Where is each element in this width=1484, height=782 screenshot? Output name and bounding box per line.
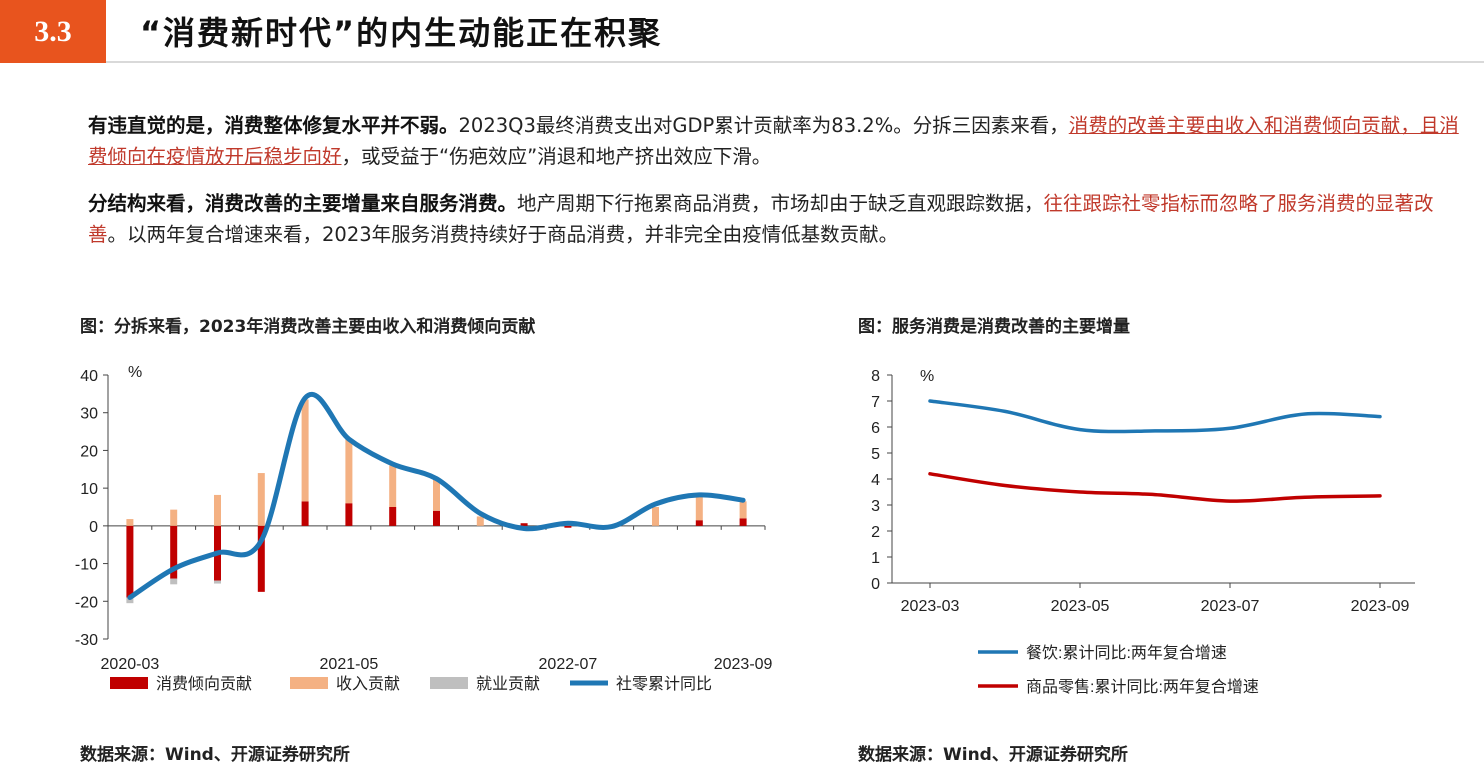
paragraph-2: 分结构来看，消费改善的主要增量来自服务消费。地产周期下行拖累商品消费，市场却由于… <box>88 188 1460 250</box>
bar-收入贡献 <box>345 439 353 504</box>
paragraph-2-lead: 分结构来看，消费改善的主要增量来自服务消费。 <box>88 192 518 215</box>
bar-消费倾向贡献 <box>345 503 353 526</box>
bar-收入贡献 <box>126 519 134 526</box>
bar-消费倾向贡献 <box>126 525 134 598</box>
x-tick-label: 2023-09 <box>1351 598 1410 615</box>
legend-label: 收入贡献 <box>336 675 400 693</box>
y-tick-label: 2 <box>871 524 880 541</box>
bar-收入贡献 <box>695 495 703 521</box>
bar-收入贡献 <box>214 494 221 526</box>
chart-income-propensity: 40 30 20 10 0 -10 -20 -30% 2020-03 2021-05 2022-07… <box>75 364 773 693</box>
bar-消费倾向贡献 <box>301 501 309 526</box>
x-tick-label: 2020-03 <box>101 656 160 673</box>
legend-label: 餐饮:累计同比:两年复合增速 <box>1026 644 1227 662</box>
y-tick-label: 0 <box>89 519 98 536</box>
y-tick-label: 7 <box>871 394 880 411</box>
paragraph-2-text-end: 。以两年复合增速来看，2023年服务消费持续好于商品消费，并非完全由疫情低基数贡… <box>107 223 899 246</box>
x-tick-label: 2023-03 <box>901 598 960 615</box>
bar-就业贡献 <box>170 578 178 585</box>
bar-消费倾向贡献 <box>389 507 397 526</box>
x-tick-label: 2023-09 <box>714 656 773 673</box>
paragraph-1: 有违直觉的是，消费整体修复水平并不弱。2023Q3最终消费支出对GDP累计贡献率… <box>88 110 1460 172</box>
y-tick-label: 40 <box>80 368 98 385</box>
x-tick-label: 2021-05 <box>320 656 379 673</box>
bar-消费倾向贡献 <box>257 525 265 592</box>
page-title: “消费新时代”的内生动能正在积聚 <box>140 14 663 52</box>
bar-收入贡献 <box>389 465 397 507</box>
x-tick-label: 2023-07 <box>1201 598 1260 615</box>
legend-label: 社零累计同比 <box>616 675 712 693</box>
figure-2-source: 数据来源：Wind、开源证券研究所 <box>858 745 1128 765</box>
y-tick-label: 6 <box>871 420 880 437</box>
line-商品零售:累计同比:两年复合增速 <box>928 472 1382 503</box>
y-tick-label: 10 <box>80 481 98 498</box>
figure-2-title: 图：服务消费是消费改善的主要增量 <box>858 317 1130 337</box>
bar-消费倾向贡献 <box>695 520 703 526</box>
header-divider <box>106 61 1484 63</box>
line-社零累计同比 <box>127 392 746 601</box>
y-tick-label: 3 <box>871 498 880 515</box>
paragraph-1-lead: 有违直觉的是，消费整体修复水平并不弱。 <box>88 114 459 137</box>
y-tick-label: -30 <box>75 632 98 649</box>
figure-1-title: 图：分拆来看，2023年消费改善主要由收入和消费倾向贡献 <box>80 317 536 337</box>
legend-swatch <box>110 677 148 689</box>
paragraph-2-highlight: 往往跟踪社零指标而忽略了服务消费的显著改善 <box>88 192 1434 246</box>
bar-就业贡献 <box>126 597 134 604</box>
y-unit-label: % <box>128 364 142 381</box>
y-tick-label: -20 <box>75 594 98 611</box>
legend-label: 就业贡献 <box>476 675 540 693</box>
x-tick-label: 2023-05 <box>1051 598 1110 615</box>
paragraph-2-text: 地产周期下行拖累商品消费，市场却由于缺乏直观跟踪数据， <box>517 192 1044 215</box>
bar-收入贡献 <box>739 501 747 519</box>
y-tick-label: 1 <box>871 550 880 567</box>
bar-消费倾向贡献 <box>564 525 572 528</box>
bar-收入贡献 <box>257 473 265 526</box>
y-tick-label: 30 <box>80 406 98 423</box>
paragraph-1-highlight: 消费的改善主要由收入和消费倾向贡献，且消费倾向在疫情放开后稳步向好 <box>88 114 1459 168</box>
chart-service-vs-goods: 8 7 6 5 4 3 2 1 0% 2023-03 2023-05 2023-07 2023-09 餐饮… <box>871 368 1415 696</box>
bar-收入贡献 <box>433 478 440 511</box>
line-餐饮:累计同比:两年复合增速 <box>928 399 1382 434</box>
bar-消费倾向贡献 <box>739 518 747 526</box>
y-tick-label: 20 <box>80 443 98 460</box>
y-tick-label: 0 <box>871 576 880 593</box>
paragraph-1-text: 2023Q3最终消费支出对GDP累计贡献率为83.2%。分拆三因素来看， <box>458 114 1069 137</box>
bar-就业贡献 <box>214 580 221 584</box>
bar-收入贡献 <box>652 507 659 526</box>
bar-消费倾向贡献 <box>170 525 178 579</box>
y-tick-label: 5 <box>871 446 880 463</box>
legend-label: 消费倾向贡献 <box>156 675 252 693</box>
bar-收入贡献 <box>476 516 484 526</box>
legend-swatch <box>290 677 328 689</box>
bar-收入贡献 <box>301 399 309 502</box>
bar-收入贡献 <box>170 509 178 526</box>
legend-label: 商品零售:累计同比:两年复合增速 <box>1026 678 1259 696</box>
y-tick-label: 8 <box>871 368 880 385</box>
paragraph-1-text-end: ，或受益于“伤疤效应”消退和地产挤出效应下滑。 <box>341 145 772 168</box>
bar-消费倾向贡献 <box>520 523 528 526</box>
y-tick-label: -10 <box>75 557 98 574</box>
legend-swatch <box>430 677 468 689</box>
bar-消费倾向贡献 <box>433 510 440 526</box>
figure-1-source: 数据来源：Wind、开源证券研究所 <box>80 745 350 765</box>
y-unit-label: % <box>920 368 934 385</box>
section-number: 3.3 <box>0 0 106 63</box>
x-tick-label: 2022-07 <box>539 656 598 673</box>
y-tick-label: 4 <box>871 472 880 489</box>
